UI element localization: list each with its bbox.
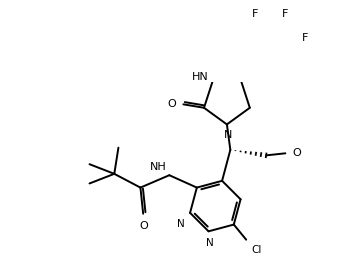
Text: F: F <box>302 33 308 43</box>
Text: F: F <box>282 9 288 19</box>
Text: N: N <box>177 219 184 229</box>
Text: O: O <box>292 148 301 158</box>
Text: NH: NH <box>150 162 167 172</box>
Text: Cl: Cl <box>252 245 262 255</box>
Text: HN: HN <box>192 72 209 83</box>
Text: O: O <box>139 221 148 230</box>
Text: N: N <box>206 237 214 248</box>
Text: F: F <box>252 9 258 19</box>
Text: N: N <box>223 130 232 140</box>
Text: O: O <box>168 99 177 109</box>
